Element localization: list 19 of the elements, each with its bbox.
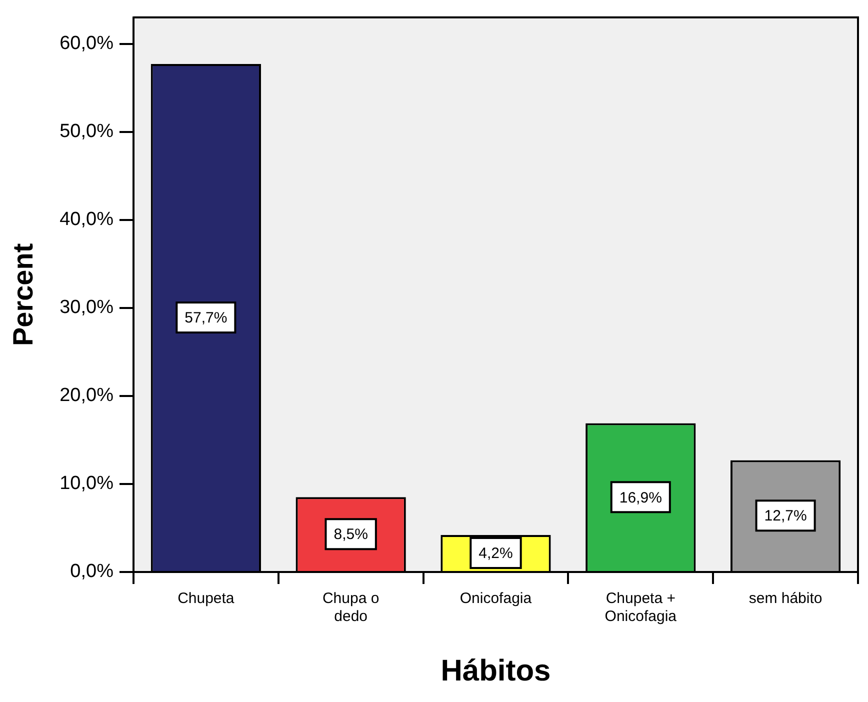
y-tick-label: 30,0% <box>60 297 114 318</box>
y-axis-title: Percent <box>8 243 39 346</box>
x-tick-label: Chupeta <box>178 590 235 608</box>
y-tick-label: 40,0% <box>60 209 114 230</box>
x-tick-label: Onicofagia <box>460 590 532 608</box>
y-tick-label: 20,0% <box>60 385 114 406</box>
y-tick-label: 10,0% <box>60 473 114 494</box>
data-label: 8,5% <box>334 526 368 544</box>
y-tick-label: 50,0% <box>60 121 114 142</box>
x-tick-label: sem hábito <box>748 590 822 608</box>
x-tick-label: Chupa o dedo <box>322 590 380 626</box>
data-label: 4,2% <box>478 545 513 562</box>
y-tick-label: 60,0% <box>60 33 114 54</box>
x-tick-label: Chupeta + Onicofagia <box>604 590 678 626</box>
data-label: 12,7% <box>764 508 807 525</box>
data-label: 57,7% <box>184 310 228 327</box>
x-axis-title: Hábitos <box>440 654 551 688</box>
y-tick-label: 0,0% <box>70 561 114 582</box>
data-label: 16,9% <box>619 489 662 506</box>
